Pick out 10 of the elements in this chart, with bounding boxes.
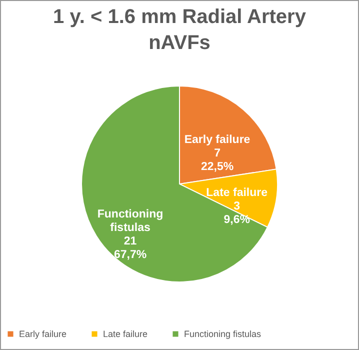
legend-label: Functioning fistulas [184, 328, 262, 339]
legend-label: Early failure [19, 328, 67, 339]
legend-label: Late failure [103, 328, 148, 339]
data-label: 3 9,6% [224, 200, 250, 226]
chart-title: 1 y. < 1.6 mm Radial Artery nAVFs [53, 6, 307, 54]
data-label: 7 22,5% [200, 147, 234, 173]
slice-label: Late failure [206, 186, 268, 199]
data-label: 21 67,7% [114, 236, 147, 262]
slice-label: Functioning fistulas [97, 208, 164, 234]
slice-label: Early failure [184, 134, 250, 146]
